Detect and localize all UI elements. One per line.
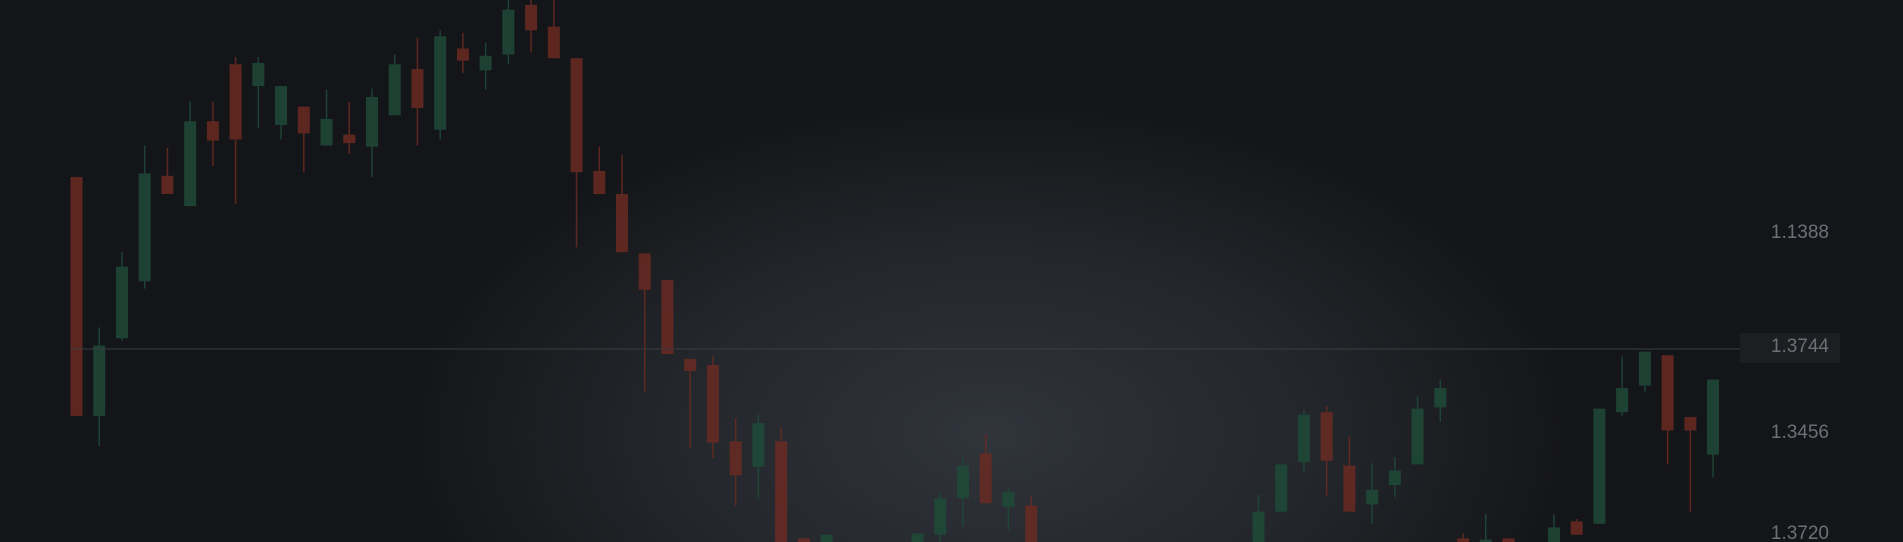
candle-body [820,534,833,542]
candle-body [1479,539,1492,542]
candle-body [184,121,197,207]
candle-body [616,194,629,253]
candle-body [661,280,674,355]
candle-body [911,533,924,542]
candle-body [411,69,424,108]
candle-body [275,86,288,125]
current-price-box [1740,333,1840,363]
candle-body [684,358,697,372]
candle-body [1411,408,1424,465]
candle-body [1025,505,1038,542]
candle-body [797,538,810,542]
candle-body [638,253,651,290]
candle-body [1366,489,1379,505]
current-price-label: 1.3744 [1771,336,1830,357]
candle-body [956,465,969,499]
candle-body [729,441,742,476]
candle-body [1297,414,1310,462]
candle-body [1707,379,1720,455]
candle-body [161,175,174,195]
candle-body [434,36,447,130]
price-label: 1.3720 [1771,523,1829,542]
candle-body [1661,355,1674,431]
candle-body [229,64,242,140]
candle-body [93,345,106,416]
candle-body [934,498,947,535]
candle-body [502,9,515,55]
candle-body [547,26,560,59]
candle-body [388,64,401,116]
candle-body [1388,470,1401,486]
candle-body [752,423,765,467]
candle-body [706,364,719,443]
candle-body [456,48,469,61]
candle-body [1457,538,1470,542]
candle-body [1638,351,1651,386]
candle-body [1275,464,1288,512]
candle-body [775,441,788,542]
candle-body [206,121,219,141]
price-label: 1.3456 [1771,422,1829,443]
candle-body [1684,417,1697,431]
candle-body [1616,388,1629,413]
candle-body [297,106,310,134]
candle-body [1320,412,1333,461]
candle-body [525,4,538,31]
candles [70,0,1720,542]
candle-body [479,55,492,71]
candle-body [570,58,583,173]
candle-body [593,170,606,195]
price-labels: 1.1388 1.3456 1.3720 [1771,222,1829,542]
candle-body [1547,527,1560,542]
candle-body [115,266,128,339]
candle-body [343,134,356,144]
candle-body [252,63,265,87]
candle-body [979,453,992,504]
candle-body [1343,465,1356,512]
candle-body [70,177,83,416]
candle-body [365,97,378,147]
candle-body [1434,388,1447,408]
candle-body [1570,521,1583,535]
candle-body [1252,511,1265,542]
price-label: 1.1388 [1771,222,1829,243]
candle-body [1502,538,1515,542]
candle-body [320,118,333,146]
candle-body [1593,408,1606,524]
candle-body [1002,492,1015,507]
candle-body [138,173,151,282]
